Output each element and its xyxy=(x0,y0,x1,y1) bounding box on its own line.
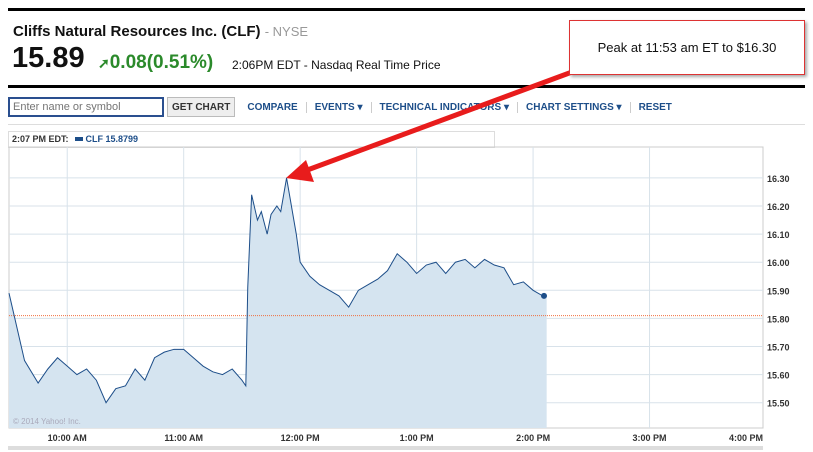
annotation-callout: Peak at 11:53 am ET to $16.30 xyxy=(569,20,805,75)
last-price: 15.89 xyxy=(12,42,85,74)
series-area xyxy=(9,177,547,428)
y-tick-label: 16.10 xyxy=(767,230,790,240)
volume-strip xyxy=(8,446,763,450)
y-tick-label: 16.00 xyxy=(767,258,790,268)
chart-toolbar: GET CHART COMPARE EVENTS ▾ TECHNICAL IND… xyxy=(8,96,680,118)
series-swatch xyxy=(74,137,83,141)
top-rule xyxy=(8,8,805,11)
x-tick-label: 1:00 PM xyxy=(400,433,434,443)
x-tick-label: 12:00 PM xyxy=(281,433,320,443)
reset-button[interactable]: RESET xyxy=(638,101,672,113)
last-point-marker xyxy=(541,292,547,299)
y-tick-label: 15.90 xyxy=(767,286,790,296)
get-chart-button[interactable]: GET CHART xyxy=(167,97,236,117)
y-tick-label: 15.60 xyxy=(767,371,790,381)
y-tick-label: 15.50 xyxy=(767,399,790,409)
y-tick-label: 16.30 xyxy=(767,174,790,184)
x-tick-label: 10:00 AM xyxy=(48,433,87,443)
series-line xyxy=(8,177,547,404)
up-arrow-icon: ➚ xyxy=(98,55,110,71)
x-tick-label: 3:00 PM xyxy=(633,433,667,443)
x-tick-label: 4:00 PM xyxy=(729,433,763,443)
y-tick-label: 15.70 xyxy=(767,343,790,353)
legend-series: CLF 15.8799 xyxy=(85,134,139,144)
divider xyxy=(8,124,805,125)
company-name: Cliffs Natural Resources Inc. (CLF) xyxy=(13,23,261,40)
compare-button[interactable]: COMPARE xyxy=(239,101,307,113)
y-tick-label: 15.80 xyxy=(767,314,790,324)
arrow-head xyxy=(286,160,314,182)
annotation-arrow xyxy=(286,69,573,182)
legend-time: 2:07 PM EDT: xyxy=(12,134,69,144)
arrow-shaft xyxy=(301,69,573,175)
price-change: ➚0.08(0.51%) xyxy=(98,52,213,74)
company-title: Cliffs Natural Resources Inc. (CLF) - NY… xyxy=(13,23,308,40)
chart-settings-menu[interactable]: CHART SETTINGS ▾ xyxy=(518,101,631,113)
events-menu[interactable]: EVENTS ▾ xyxy=(307,101,372,113)
quote-time: 2:06PM EDT - Nasdaq Real Time Price xyxy=(232,58,441,72)
technical-indicators-menu[interactable]: TECHNICAL INDICATORS ▾ xyxy=(372,101,518,113)
header-rule xyxy=(8,85,805,88)
x-tick-label: 2:00 PM xyxy=(516,433,550,443)
symbol-search-input[interactable] xyxy=(8,97,164,117)
copyright: © 2014 Yahoo! Inc. xyxy=(13,417,81,426)
y-tick-label: 16.20 xyxy=(767,202,790,212)
change-percent: (0.51%) xyxy=(146,52,214,73)
exchange: - NYSE xyxy=(264,24,309,39)
x-tick-label: 11:00 AM xyxy=(164,433,203,443)
change-value: 0.08 xyxy=(109,52,147,73)
